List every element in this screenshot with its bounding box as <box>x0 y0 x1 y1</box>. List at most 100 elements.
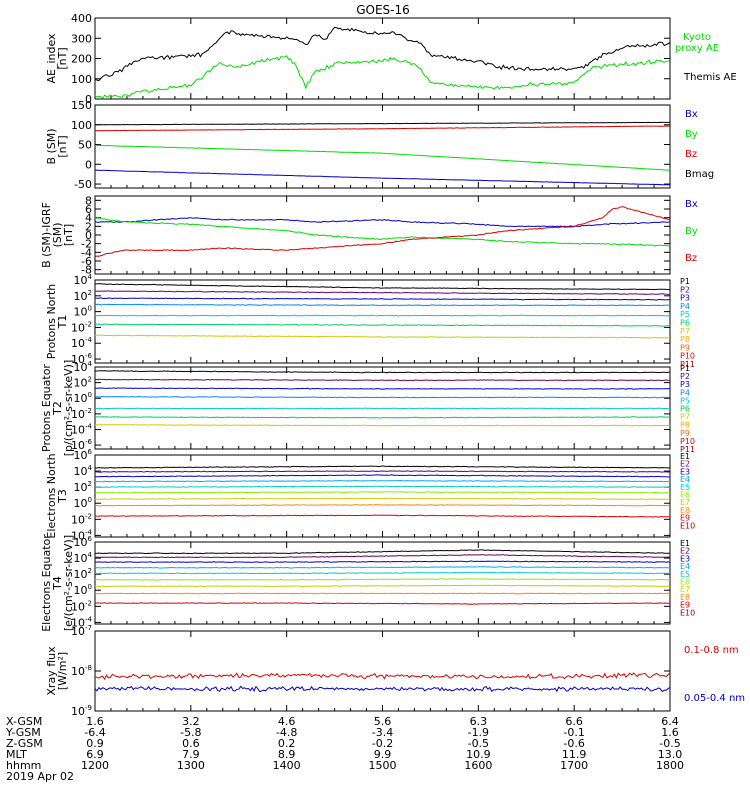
legend-entry: By <box>685 226 698 237</box>
panel-frame <box>94 195 671 275</box>
y-axis-label: Protons NorthT1 <box>45 284 69 359</box>
y-tick-label: 100 <box>71 119 92 132</box>
x-row-value: 1200 <box>81 759 109 772</box>
y-tick-label: 2 <box>85 220 92 233</box>
y-tick-label: 4 <box>85 212 92 225</box>
series-line-bx <box>94 217 671 228</box>
legend-entry: P8 <box>680 335 690 344</box>
series-line-e8 <box>94 504 671 507</box>
series-line-e3 <box>94 474 671 478</box>
legend-entry: Bz <box>685 253 697 264</box>
series-line-e2 <box>95 470 671 473</box>
y-tick-label: 102 <box>74 567 92 581</box>
series-line-p2 <box>94 290 671 295</box>
x-row-value: 6.9 <box>86 748 104 761</box>
legend-entry: E1 <box>680 452 690 461</box>
series-line-e6 <box>94 578 671 581</box>
x-row-value: -0.2 <box>372 737 393 750</box>
series-line-bz <box>94 206 671 258</box>
legend-entry: Bmag <box>685 169 714 180</box>
y-tick-label: 102 <box>74 289 92 303</box>
series-line-e1 <box>94 549 670 555</box>
legend-entry: P7 <box>680 413 690 422</box>
legend-entry: E1 <box>680 539 690 548</box>
x-row-value: 9.9 <box>374 748 392 761</box>
x-row-label: Z-GSM <box>6 737 43 750</box>
legend-entry: E2 <box>680 547 690 556</box>
y-axis-label: Protons EquatorT2[p/(cm²-s-sr-keV)] <box>40 360 75 457</box>
y-axis-label: Electrons NorthT3 <box>45 453 69 538</box>
x-row-value: 6.6 <box>565 715 583 728</box>
x-row-value: 4.6 <box>278 715 296 728</box>
x-row-value: 1300 <box>177 759 205 772</box>
x-row-value: 0.6 <box>182 737 200 750</box>
x-row-value: -0.6 <box>563 737 584 750</box>
legend-entry: E6 <box>680 578 690 587</box>
y-tick-label: 10-4 <box>71 336 93 350</box>
panel-2: -50 0 50 100 150 B (SM)[nT] Bx By Bz Bmag <box>45 99 714 191</box>
legend-entry: E4 <box>680 562 690 571</box>
legend-entry: P2 <box>680 285 690 294</box>
legend-entry: E5 <box>680 570 690 579</box>
series-line-p2 <box>94 378 671 382</box>
legend-entry: P1 <box>680 277 690 286</box>
y-tick-label: 102 <box>74 376 92 390</box>
y-tick-label: 10-8 <box>71 664 92 678</box>
x-row-value: 6.4 <box>661 715 679 728</box>
legend-entry: P1 <box>680 364 690 373</box>
y-axis-label: AE_index[nT] <box>45 33 69 84</box>
legend-entry: P6 <box>680 319 690 328</box>
y-tick-label: 100 <box>71 73 92 86</box>
series-line-kyoto-proxy-ae <box>94 54 671 99</box>
legend-entry: P5 <box>680 310 690 319</box>
series-line-e4 <box>95 479 671 483</box>
series-line-bx <box>94 169 671 186</box>
series-line-p7 <box>94 424 671 427</box>
plot-title: GOES-16 <box>356 3 410 17</box>
legend-entry: By <box>685 129 698 140</box>
x-row-value: -0.5 <box>468 737 489 750</box>
x-row-value: 6.3 <box>470 715 488 728</box>
x-row-value: -3.4 <box>372 726 393 739</box>
legend-entry: P5 <box>680 396 690 405</box>
legend-entry: P8 <box>680 421 690 430</box>
series-line-e5 <box>94 571 671 575</box>
y-tick-label: 400 <box>71 12 92 25</box>
series-line-themis-ae <box>94 26 671 82</box>
x-row-value: 1.6 <box>86 715 104 728</box>
y-tick-label: 100 <box>74 391 92 405</box>
y-tick-label: 50 <box>78 139 92 152</box>
x-axis-labels: X-GSM 1.6 3.2 4.6 5.6 6.3 6.6 6.4 Y-GSM -6.4 -5.8 -… <box>5 715 684 783</box>
legend-entry: E9 <box>680 514 690 523</box>
legend: Kyoto proxy AE Themis AE <box>675 32 737 83</box>
legend-entry: E4 <box>680 475 690 484</box>
panel-frame <box>94 541 671 625</box>
legend-entry: P4 <box>680 302 690 311</box>
legend-entry: E2 <box>680 460 690 469</box>
series-line-0-1-0-8-nm <box>94 672 671 681</box>
series-line-0-05-0-4-nm <box>94 685 671 693</box>
series-line-p1 <box>94 283 671 291</box>
x-row-value: 1600 <box>464 759 492 772</box>
legend-entry: 0.05-0.4 nm <box>684 693 745 704</box>
legend-entry: P11 <box>680 445 695 454</box>
series-line-e3 <box>94 560 671 563</box>
y-tick-label: 10-7 <box>71 624 92 638</box>
y-tick-label: 104 <box>74 464 93 478</box>
series-line-e7 <box>94 584 671 588</box>
legend-entry: Bx <box>685 109 698 120</box>
series-line-e2 <box>94 554 671 559</box>
series-line-p6 <box>94 416 670 419</box>
series-line-p6 <box>94 323 671 327</box>
y-tick-label: 6 <box>85 203 92 216</box>
x-row-label: hhmm <box>6 759 41 772</box>
x-row-value: -5.8 <box>180 726 201 739</box>
y-tick-label: 104 <box>74 360 93 374</box>
legend: 0.1-0.8 nm 0.05-0.4 nm <box>684 645 745 704</box>
